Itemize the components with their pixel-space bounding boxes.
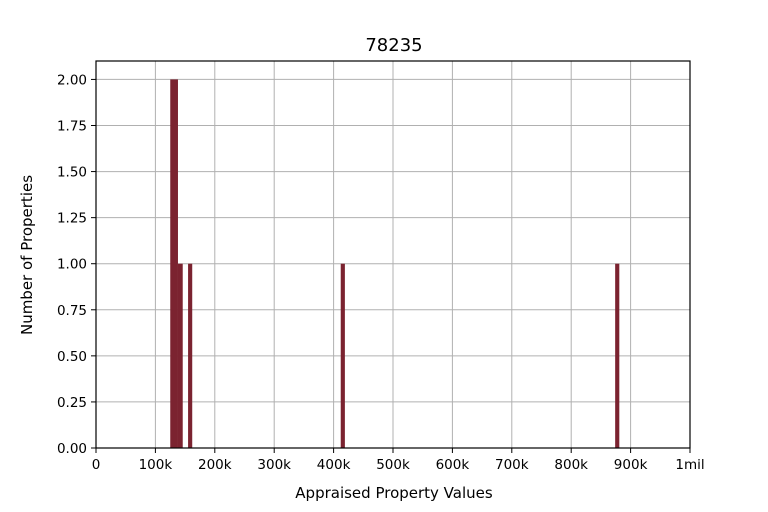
y-tick-label: 1.25 [57, 211, 87, 227]
x-tick-label: 700k [495, 457, 529, 473]
histogram-bar [188, 263, 193, 448]
histogram-bar [177, 263, 183, 448]
y-tick-label: 1.00 [57, 257, 87, 273]
x-tick-label: 200k [198, 457, 232, 473]
histogram-bar [615, 263, 620, 448]
x-tick-label: 1mil [675, 457, 704, 473]
x-tick-label: 900k [614, 457, 648, 473]
y-tick-label: 0.25 [57, 395, 87, 411]
histogram-bar [170, 79, 178, 448]
x-tick-label: 500k [376, 457, 410, 473]
chart-title: 78235 [365, 35, 422, 56]
y-tick-label: 0.50 [57, 349, 87, 365]
y-tick-label: 2.00 [57, 72, 87, 88]
x-tick-label: 0 [92, 457, 101, 473]
x-tick-label: 600k [436, 457, 470, 473]
histogram-bar [340, 263, 345, 448]
y-tick-label: 1.50 [57, 165, 87, 181]
bars [170, 79, 620, 448]
y-tick-label: 0.75 [57, 303, 87, 319]
y-axis-label: Number of Properties [18, 175, 36, 335]
x-axis: 0 100k 200k 300k 400k 500k 600k 700k 800k 900k 1mi… [92, 448, 705, 473]
y-axis: 0.00 0.25 0.50 0.75 1.00 1.25 1.50 1.75 2.00 [57, 72, 96, 457]
x-tick-label: 100k [139, 457, 173, 473]
grid-lines [95, 61, 691, 449]
y-tick-label: 0.00 [57, 441, 87, 457]
y-tick-label: 1.75 [57, 119, 87, 135]
x-tick-label: 800k [554, 457, 588, 473]
x-axis-label: Appraised Property Values [295, 484, 493, 502]
x-tick-label: 300k [257, 457, 291, 473]
x-tick-label: 400k [317, 457, 351, 473]
